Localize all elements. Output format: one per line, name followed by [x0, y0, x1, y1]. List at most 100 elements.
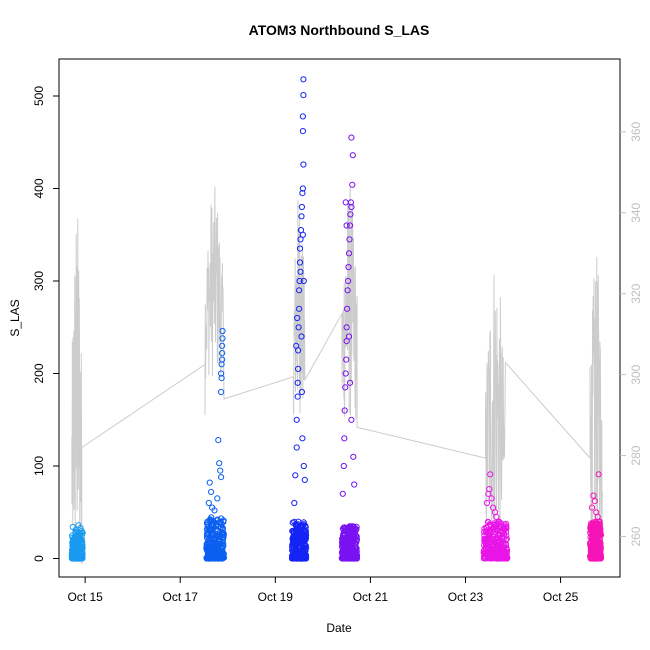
data-point — [217, 533, 224, 540]
data-point — [219, 350, 226, 357]
data-point — [205, 541, 212, 548]
data-point — [204, 554, 211, 561]
data-point — [298, 203, 305, 211]
data-point — [339, 540, 347, 547]
data-point — [297, 268, 304, 275]
data-point — [345, 250, 353, 257]
data-point — [353, 526, 360, 533]
data-point — [498, 520, 505, 527]
data-point — [72, 533, 79, 540]
data-point — [492, 546, 500, 553]
x-tick-label: Oct 25 — [543, 590, 579, 604]
y2-tick-label: 360 — [629, 122, 643, 142]
data-point — [293, 416, 300, 423]
data-point — [291, 550, 299, 557]
data-point — [345, 277, 352, 285]
plot-frame — [58, 58, 621, 578]
data-point — [206, 479, 213, 486]
data-point — [346, 236, 353, 243]
data-point — [301, 476, 308, 483]
data-point — [299, 231, 306, 238]
data-point — [216, 552, 224, 559]
data-point — [498, 542, 506, 550]
data-point — [214, 517, 221, 524]
data-point — [345, 264, 352, 271]
y-axis-label: S_LAS — [8, 299, 22, 336]
data-point — [595, 471, 602, 478]
series-0 — [68, 522, 86, 562]
data-point — [292, 472, 299, 479]
data-point — [69, 539, 76, 546]
data-point — [206, 547, 213, 555]
data-point — [486, 533, 494, 540]
data-point — [295, 365, 302, 372]
data-point — [488, 495, 495, 502]
data-point — [205, 527, 212, 534]
secondary-line — [71, 186, 603, 565]
data-point — [299, 190, 306, 197]
data-point — [300, 161, 307, 168]
y2-tick-label: 280 — [629, 445, 643, 465]
x-tick-label: Oct 17 — [163, 590, 199, 604]
data-point — [493, 513, 500, 521]
series-2 — [288, 76, 310, 562]
data-point — [219, 356, 226, 363]
data-point — [339, 490, 346, 497]
data-point — [79, 538, 86, 546]
data-point — [296, 287, 303, 294]
data-point — [215, 555, 222, 562]
data-point — [75, 538, 82, 545]
data-point — [483, 524, 490, 531]
data-point — [345, 333, 353, 340]
data-point — [348, 203, 355, 211]
data-point — [346, 222, 354, 229]
data-point — [338, 539, 346, 546]
data-point — [208, 488, 215, 495]
data-point — [204, 518, 211, 525]
data-point — [296, 550, 303, 557]
data-point — [342, 384, 349, 391]
data-point — [350, 453, 357, 460]
data-point — [218, 370, 225, 377]
y-tick-label: 300 — [32, 271, 46, 291]
data-point — [340, 462, 347, 470]
data-point — [293, 553, 300, 560]
scatter-points — [68, 76, 605, 562]
data-point — [487, 554, 494, 561]
chart-title: ATOM3 Northbound S_LAS — [249, 22, 430, 38]
data-point — [293, 342, 300, 349]
series-5 — [587, 471, 605, 562]
data-point — [76, 553, 84, 560]
data-point — [346, 523, 353, 530]
data-point — [349, 181, 356, 188]
data-point — [348, 134, 355, 141]
x-tick-label: Oct 21 — [353, 590, 389, 604]
y-tick-label: 0 — [32, 555, 46, 562]
data-point — [205, 499, 212, 507]
data-point — [484, 518, 492, 526]
data-point — [344, 305, 351, 312]
data-point — [294, 393, 301, 400]
data-point — [299, 548, 306, 555]
data-point — [588, 551, 595, 558]
data-point — [77, 544, 85, 552]
data-point — [76, 546, 83, 553]
data-point — [289, 541, 296, 549]
data-point — [215, 437, 222, 444]
data-point — [484, 527, 491, 534]
data-point — [489, 548, 496, 555]
data-point — [351, 481, 358, 488]
data-point — [209, 521, 216, 529]
data-point — [293, 444, 300, 451]
data-point — [588, 504, 596, 511]
data-point — [348, 416, 355, 423]
data-point — [300, 76, 307, 83]
series-3 — [338, 134, 361, 562]
data-point — [487, 471, 494, 478]
data-point — [346, 526, 353, 533]
data-point — [593, 554, 600, 561]
data-point — [298, 333, 305, 340]
data-point — [296, 277, 303, 285]
data-point — [218, 375, 225, 382]
data-point — [502, 536, 510, 544]
